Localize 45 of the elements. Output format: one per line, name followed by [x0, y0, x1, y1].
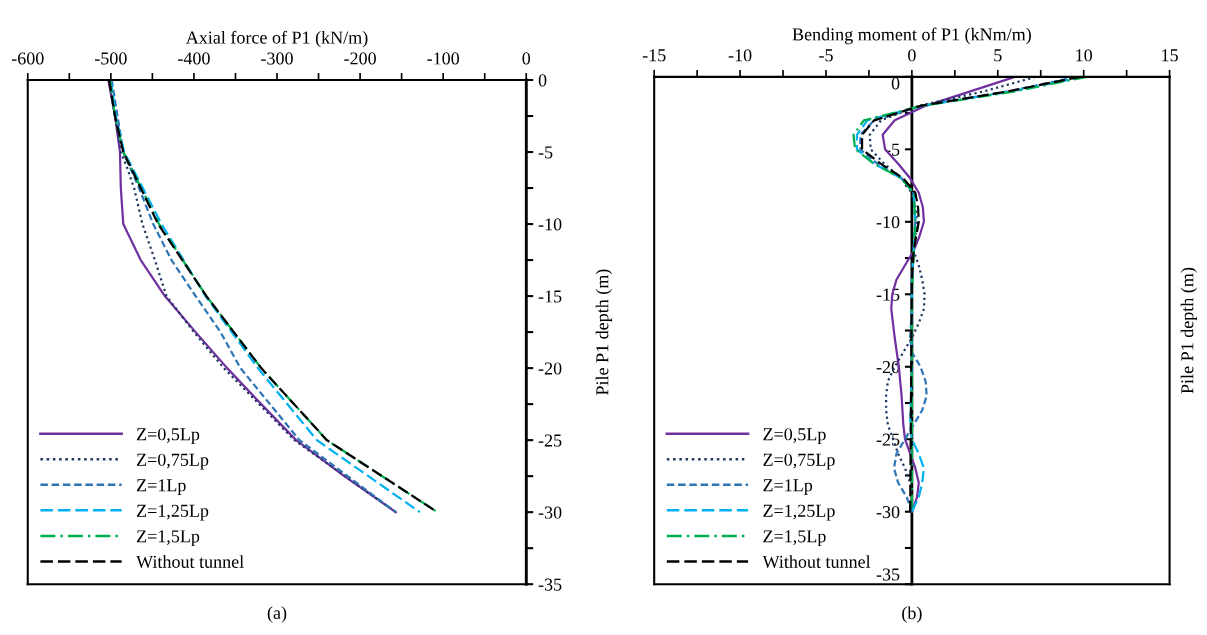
x-tick-label: -100 — [427, 52, 460, 65]
x-tick-label: 0 — [522, 52, 531, 65]
x-tick-label: -10 — [728, 49, 752, 62]
y-tick-label: 0 — [538, 74, 547, 87]
legend-label: Without tunnel — [136, 555, 244, 568]
text: (b) — [902, 606, 922, 623]
y-tick-label: -30 — [538, 506, 562, 519]
legend-label: Z=0,75Lp — [763, 453, 835, 470]
legend-label: Z=1Lp — [763, 479, 813, 496]
y-tick-label: -10 — [538, 218, 562, 231]
legend-label: Z=0,5Lp — [136, 428, 200, 444]
y-tick-label: -30 — [876, 505, 900, 519]
legend-label: Z=0,5Lp — [763, 428, 826, 444]
y-tick-label: -5 — [538, 146, 553, 159]
x-tick-label: -600 — [11, 52, 44, 65]
x-tick-label: 10 — [1076, 49, 1093, 62]
x-tick-label: -200 — [344, 52, 376, 65]
legend-label: Z=1,25Lp — [763, 504, 835, 521]
x-tick-label: -5 — [819, 49, 833, 62]
x-tick-label: -400 — [178, 52, 210, 65]
x-tick-label: -15 — [642, 49, 666, 62]
y-tick-label: -15 — [538, 290, 562, 303]
x-tick-label: 0 — [908, 49, 916, 62]
legend-label: Z=1Lp — [136, 479, 186, 496]
legend-label: Without tunnel — [762, 555, 871, 568]
x-axis-title: Axial force of P1 (kN/m) — [185, 30, 368, 48]
x-tick-label: 5 — [994, 49, 1002, 62]
y-tick-label: 0 — [891, 77, 900, 90]
legend-label: Z=1,25Lp — [136, 504, 209, 521]
x-tick-label: -500 — [94, 52, 127, 65]
y-tick-label: -25 — [538, 434, 562, 447]
y-tick-label: -25 — [876, 433, 900, 446]
y-tick-label: -20 — [538, 362, 562, 375]
x-tick-label: -300 — [261, 52, 293, 65]
y-axis-title: Pile P1 depth (m) — [1180, 267, 1198, 394]
y-tick-label: -10 — [876, 216, 900, 229]
x-axis-title: Bending moment of P1 (kNm/m) — [792, 27, 1031, 45]
text: (a) — [267, 606, 287, 623]
y-tick-label: -35 — [538, 578, 562, 591]
legend-label: Z=0,75Lp — [136, 453, 209, 470]
x-tick-label: 15 — [1162, 49, 1178, 62]
legend-label: Z=1,5Lp — [763, 530, 826, 547]
y-axis-title: Pile P1 depth (m) — [595, 269, 613, 396]
legend-label: Z=1,5Lp — [136, 530, 200, 547]
y-tick-label: -35 — [876, 568, 900, 581]
